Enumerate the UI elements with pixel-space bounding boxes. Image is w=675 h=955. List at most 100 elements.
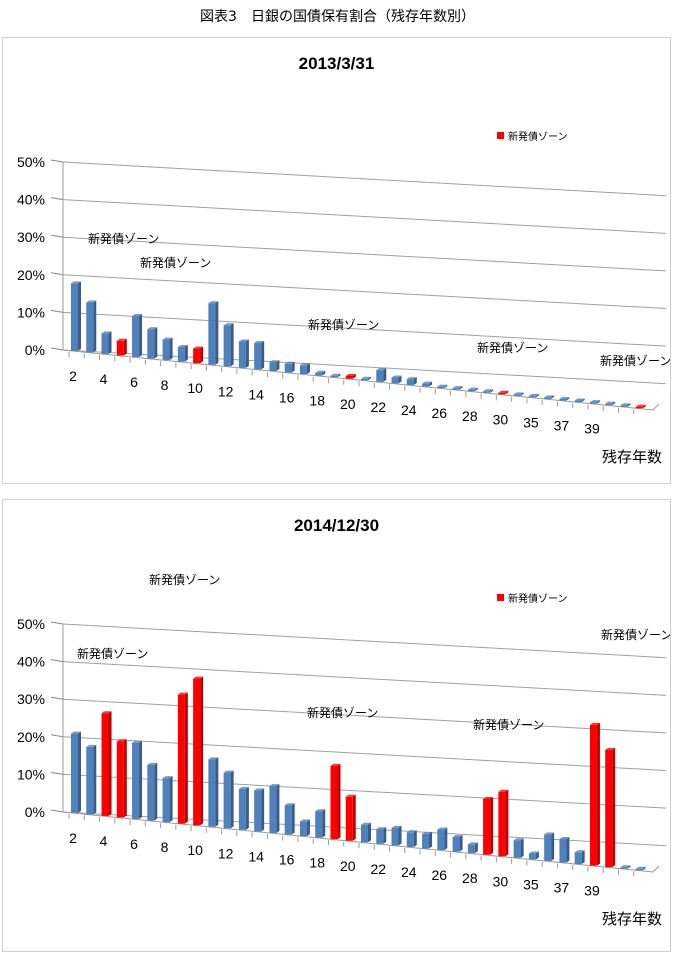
x-tick-label: 22 [370,399,386,415]
x-tick-label: 8 [161,377,169,393]
chart-title: 2014/12/30 [293,516,380,535]
x-tick-label: 22 [370,861,386,877]
x-tick-label: 26 [432,867,448,883]
y-tick-label: 0% [25,804,45,820]
bar [315,809,326,838]
bar [589,400,600,404]
bar [376,368,387,382]
x-tick-label: 2 [69,368,77,384]
bar [620,865,631,869]
bar [467,387,478,392]
x-tick-label: 24 [401,864,417,880]
bar-new-issue [483,796,494,855]
bar-new-issue [498,390,509,395]
gridline [62,736,667,772]
bar [238,786,249,830]
bar [422,381,433,387]
annotation-new-issue-zone: 新発債ゾーン [88,231,159,246]
x-tick-label: 10 [187,842,203,858]
bar [376,827,387,844]
bar [559,396,570,401]
bar [513,392,524,396]
bar [299,819,310,837]
x-axis-label: 残存年数 [601,910,662,928]
x-tick-label: 4 [100,833,108,849]
annotation-new-issue-zone: 新発債ゾーン [477,340,548,355]
annotation-new-issue-zone: 新発債ゾーン [473,717,544,732]
annotation-new-issue-zone: 新発債ゾーン [149,572,220,587]
legend-label: 新発債ゾーン [508,594,568,605]
gridline [62,661,667,696]
chart-panel-2014: 2014/12/30 新発債ゾーン 0% 10% 20% 30% 40% 50% 2 4 6 8 1… [2,499,671,952]
y-tick-label: 10% [17,766,45,782]
bar-new-issue [116,739,127,818]
bar-new-issue [589,722,600,866]
bar [483,389,494,393]
x-tick-label: 39 [584,883,600,899]
bar [299,363,310,375]
x-tick-label: 12 [218,845,234,861]
gridline [62,236,667,272]
x-tick-label: 39 [584,421,600,437]
y-tick-label: 50% [17,616,45,632]
x-tick-label: 8 [161,839,169,855]
y-tick-label: 30% [17,691,45,707]
x-tick-label: 12 [218,383,234,399]
bar [452,834,463,852]
annotation-new-issue-zone: 新発債ゾーン [77,646,148,661]
bar [132,313,143,358]
bar [559,837,570,863]
x-tick-label: 30 [493,411,509,427]
bar [528,851,539,860]
bar [223,770,234,829]
bar [269,360,280,371]
bar [177,345,188,362]
bar [147,327,158,359]
chart-title: 2013/3/31 [298,54,375,73]
gridline [62,311,667,347]
x-axis-label: 残存年数 [601,448,662,466]
bar-new-issue [345,794,356,841]
x-tick-label: 24 [401,402,417,418]
bar [574,850,585,865]
y-tick-label: 0% [25,342,45,358]
bar [544,832,555,861]
gridline [62,698,667,734]
x-tick-label: 6 [130,836,138,852]
bar [361,376,371,381]
y-tick-label: 50% [17,154,45,170]
bar-new-issue [330,763,341,840]
y-tick-label: 10% [17,304,45,320]
bar-chart-3d: 0%10%20%30%40%50%2 4 6 8 10 12 14 16 18 20 22 24 26 2… [17,572,670,899]
bar [223,323,234,367]
x-tick-label: 16 [279,390,295,406]
annotation-new-issue-zone: 新発債ゾーン [601,627,670,642]
chart-legend: 新発債ゾーン [497,590,568,605]
bar [86,300,97,353]
bar [513,838,524,858]
bar [391,375,402,384]
bar [208,757,219,827]
x-tick-label: 35 [523,414,539,430]
x-tick-label: 14 [248,848,264,864]
annotation-new-issue-zone: 新発債ゾーン [600,353,670,368]
bar [406,377,417,385]
bar [162,776,173,823]
bar [238,339,249,368]
gridline [62,623,667,659]
bar [528,393,539,398]
bar [467,842,478,854]
bar [422,831,433,849]
bar [361,822,371,843]
bar-new-issue [193,346,204,364]
chart-legend: 新発債ゾーン [497,128,568,143]
bar-chart-3d: 0%10%20%30%40%50%2 4 6 8 10 12 14 16 18 20 22 24 26 2… [17,154,670,437]
x-tick-label: 18 [309,855,325,871]
x-tick-label: 16 [279,852,295,868]
bar [71,281,81,351]
bar [635,866,646,871]
bar [71,731,81,813]
x-tick-label: 18 [309,393,325,409]
bar [574,398,585,403]
bar-new-issue [498,789,509,857]
